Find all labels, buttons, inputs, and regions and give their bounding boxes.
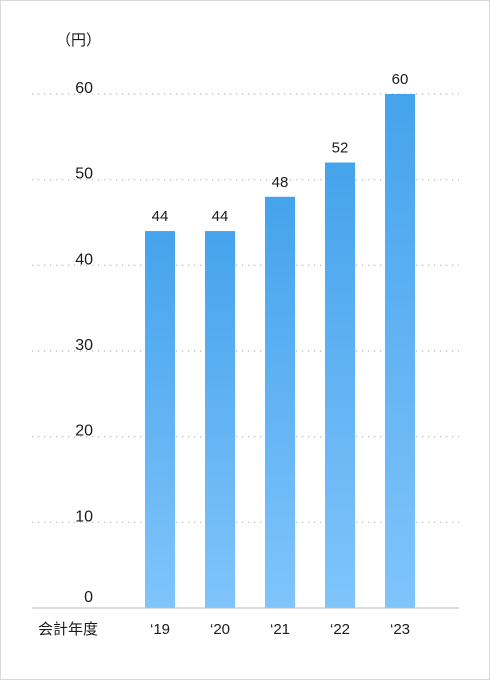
bar [385,94,415,608]
x-tick-label: ‘21 [270,621,290,638]
y-tick-label: 10 [75,508,93,525]
x-tick-label: ‘23 [390,621,410,638]
x-axis-title: 会計年度 [38,621,98,638]
y-tick-label: 50 [75,166,93,183]
bar [145,231,175,609]
unit-label: （円） [56,32,101,49]
y-tick-label: 30 [75,337,93,354]
bar-value-label: 52 [332,140,349,157]
bar-value-label: 44 [212,208,229,225]
x-tick-label: ‘20 [210,621,230,638]
bar-value-label: 44 [152,208,169,225]
bar-value-label: 48 [272,174,289,191]
y-tick-label: 40 [75,251,93,268]
bar [325,162,355,609]
y-tick-label: 0 [84,589,93,606]
y-tick-label: 60 [75,80,93,97]
bar-value-label: 60 [392,71,409,88]
y-tick-label: 20 [75,423,93,440]
bar [205,231,235,609]
x-tick-label: ‘22 [330,621,350,638]
bar [265,196,295,609]
x-tick-label: ‘19 [150,621,170,638]
